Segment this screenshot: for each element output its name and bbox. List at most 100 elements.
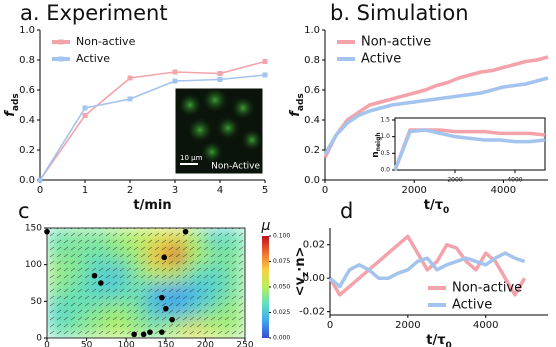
y-tick-label: 1.5 <box>380 117 390 124</box>
x-axis-label: t/min <box>133 198 171 213</box>
colorbar-tick-label: 0.025 <box>273 309 290 316</box>
label-part: t/τ <box>426 333 445 347</box>
colorbar-tick-label: 0.100 <box>273 233 290 240</box>
cell <box>187 117 213 143</box>
y-tick-label: 0.00 <box>303 273 325 284</box>
x-tick-label: 2000 <box>447 177 462 184</box>
series-line <box>39 74 266 181</box>
x-tick-label: 1 <box>82 185 88 196</box>
point <box>131 331 137 338</box>
colorbar <box>262 236 269 338</box>
panel-title: a. Experiment <box>20 1 168 25</box>
point <box>163 305 169 312</box>
point <box>98 280 104 286</box>
y-axis-label: <vz·n> <box>293 247 311 297</box>
y-tick-label: 1.0 <box>304 25 320 36</box>
legend-label: Non-active <box>452 281 522 296</box>
y-tick-label: 0.2 <box>304 145 320 156</box>
x-tick-label: 4000 <box>507 177 522 184</box>
y-tick-label: 0.4 <box>19 115 35 126</box>
legend-label: Active <box>76 52 110 65</box>
x-axis-label: t/τ0 <box>426 333 452 347</box>
x-tick-label: 2000 <box>401 185 426 196</box>
x-tick-label: 5 <box>262 185 268 196</box>
cell <box>216 116 240 140</box>
point <box>147 329 153 335</box>
point <box>169 316 175 323</box>
marker <box>127 75 133 81</box>
y-tick-label: -0.02 <box>299 307 325 318</box>
label-part: ·n> <box>293 247 308 272</box>
label-part: z <box>301 272 311 277</box>
x-tick-label: 0 <box>44 341 50 347</box>
point <box>140 331 147 338</box>
label-part: ads <box>11 93 21 111</box>
x-tick-label: 0 <box>37 185 43 196</box>
y-tick-label: 0.8 <box>19 55 35 66</box>
cell <box>231 96 255 120</box>
cell <box>202 87 228 113</box>
label-part: f <box>288 109 303 117</box>
legend-label: Active <box>452 298 492 313</box>
label-part: <v <box>293 276 308 296</box>
legend-label: Non-active <box>76 35 136 48</box>
label-part: neigh <box>375 132 382 151</box>
label-part: n <box>371 151 381 157</box>
panel-title: d <box>340 199 353 223</box>
inset-label: Non-Active <box>211 162 260 172</box>
marker <box>262 72 268 78</box>
point <box>159 294 165 301</box>
x-tick-label: 2000 <box>395 320 420 331</box>
x-tick-label: 250 <box>236 341 253 347</box>
y-tick-label: 0.2 <box>19 145 35 156</box>
colorbar-tick-label: 0.050 <box>273 284 290 291</box>
series-line <box>39 60 266 181</box>
label-part: 0 <box>443 206 449 216</box>
y-tick-label: 150 <box>25 224 42 234</box>
plot-frame <box>46 227 246 339</box>
y-tick-label: 0.02 <box>303 240 325 251</box>
heatmap-clip <box>47 228 245 338</box>
y-tick-label: 1.0 <box>19 25 35 36</box>
y-axis-label: fads <box>288 93 306 117</box>
series-line <box>323 76 549 156</box>
point <box>182 228 189 235</box>
y-tick-label: 0.6 <box>304 85 320 96</box>
cell <box>178 93 202 117</box>
x-tick-label: 150 <box>157 341 174 347</box>
vector-field <box>47 228 245 338</box>
marker <box>217 77 223 82</box>
y-tick-label: 0.0 <box>19 175 35 186</box>
y-tick-label: 100 <box>25 260 42 270</box>
inset-frame <box>394 117 546 171</box>
y-tick-label: 0.4 <box>304 115 320 126</box>
label-part: t/min <box>133 198 171 213</box>
label-part: 0 <box>446 341 452 347</box>
x-tick-label: 3 <box>172 185 178 196</box>
legend-label: Non-active <box>361 35 431 50</box>
cell <box>201 141 223 163</box>
y-tick-label: 50 <box>31 297 43 307</box>
series-line <box>323 55 549 159</box>
point <box>159 329 165 335</box>
x-tick-label: 0 <box>327 320 333 331</box>
x-tick-label: 4 <box>217 185 223 196</box>
y-tick-label: 0.8 <box>304 55 320 66</box>
x-axis-label: t/τ0 <box>424 198 450 216</box>
marker <box>262 59 268 64</box>
colorbar-label: μ <box>261 218 271 234</box>
x-tick-label: 50 <box>81 341 93 347</box>
legend-marker <box>58 39 64 45</box>
x-tick-label: 200 <box>197 341 214 347</box>
point <box>44 228 50 235</box>
label-part: t/τ <box>424 198 443 213</box>
x-tick-label: 0 <box>322 185 328 196</box>
x-tick-label: 4000 <box>491 185 516 196</box>
legend-label: Active <box>361 52 401 67</box>
panel-title: b. Simulation <box>330 1 469 25</box>
y-tick-label: 0.5 <box>380 150 390 157</box>
panel-title: c <box>18 199 30 223</box>
y-tick-label: 1.0 <box>380 133 390 140</box>
